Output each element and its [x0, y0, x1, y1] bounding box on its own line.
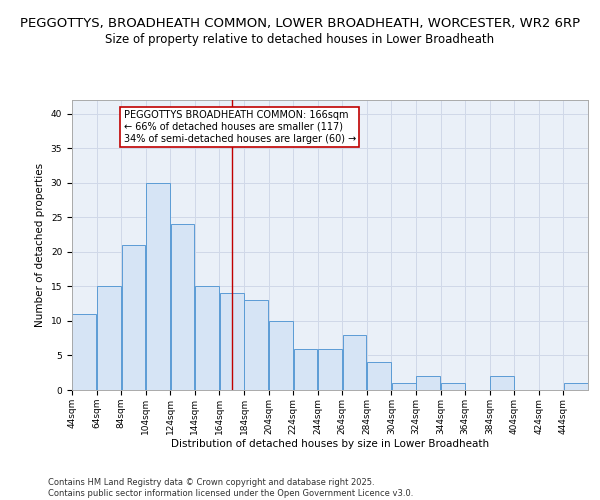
- Bar: [490, 376, 514, 390]
- Bar: [244, 300, 268, 390]
- Text: PEGGOTTYS, BROADHEATH COMMON, LOWER BROADHEATH, WORCESTER, WR2 6RP: PEGGOTTYS, BROADHEATH COMMON, LOWER BROA…: [20, 18, 580, 30]
- Text: Size of property relative to detached houses in Lower Broadheath: Size of property relative to detached ho…: [106, 32, 494, 46]
- Bar: [392, 383, 416, 390]
- Bar: [171, 224, 194, 390]
- Bar: [196, 286, 219, 390]
- Bar: [97, 286, 121, 390]
- Text: Contains HM Land Registry data © Crown copyright and database right 2025.
Contai: Contains HM Land Registry data © Crown c…: [48, 478, 413, 498]
- Bar: [293, 348, 317, 390]
- Bar: [146, 183, 170, 390]
- Bar: [343, 335, 367, 390]
- Bar: [441, 383, 464, 390]
- X-axis label: Distribution of detached houses by size in Lower Broadheath: Distribution of detached houses by size …: [171, 440, 489, 450]
- Bar: [269, 321, 293, 390]
- Bar: [564, 383, 587, 390]
- Text: PEGGOTTYS BROADHEATH COMMON: 166sqm
← 66% of detached houses are smaller (117)
3: PEGGOTTYS BROADHEATH COMMON: 166sqm ← 66…: [124, 110, 356, 144]
- Bar: [122, 245, 145, 390]
- Bar: [220, 294, 244, 390]
- Y-axis label: Number of detached properties: Number of detached properties: [35, 163, 45, 327]
- Bar: [318, 348, 342, 390]
- Bar: [367, 362, 391, 390]
- Bar: [73, 314, 96, 390]
- Bar: [416, 376, 440, 390]
